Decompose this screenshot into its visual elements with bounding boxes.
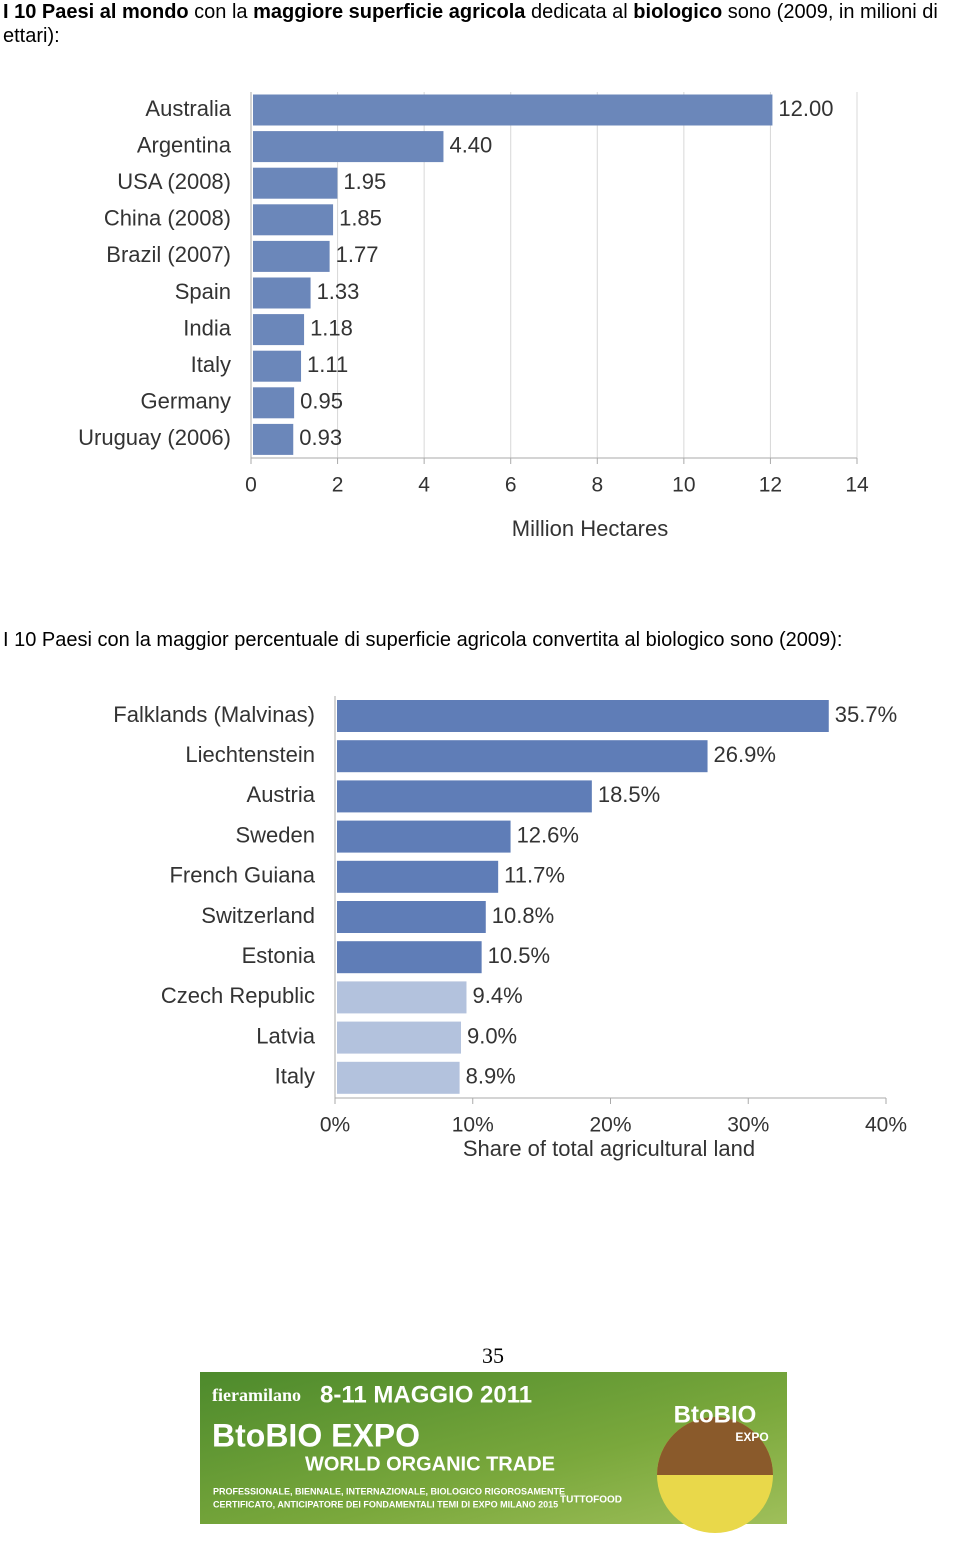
bar xyxy=(337,941,482,974)
bar xyxy=(253,350,302,382)
value-label: 1.33 xyxy=(317,279,360,304)
page-number: 35 xyxy=(482,1343,504,1368)
value-label: 1.95 xyxy=(343,169,386,194)
value-label: 11.7% xyxy=(504,863,565,888)
x-tick-label: 6 xyxy=(505,474,517,497)
category-label: Italy xyxy=(275,1064,315,1089)
category-label: Austria xyxy=(247,782,316,807)
value-label: 18.5% xyxy=(598,782,660,807)
category-label: Czech Republic xyxy=(161,983,315,1008)
bar xyxy=(337,1061,460,1094)
bar xyxy=(337,700,829,732)
value-label: 26.9% xyxy=(714,742,776,767)
bar xyxy=(253,314,305,346)
category-label: Falklands (Malvinas) xyxy=(113,702,315,727)
value-label: 10.5% xyxy=(488,943,550,968)
category-label: Spain xyxy=(175,279,231,304)
x-tick-label: 30% xyxy=(727,1114,769,1137)
bar xyxy=(253,387,295,419)
value-label: 9.4% xyxy=(472,983,522,1008)
x-tick-label: 8 xyxy=(591,474,603,497)
category-label: French Guiana xyxy=(169,863,315,888)
category-label: Uruguay (2006) xyxy=(78,425,231,450)
intro-segment: con la xyxy=(188,1,254,23)
banner-name: BtoBIO EXPO xyxy=(212,1417,420,1453)
category-label: Sweden xyxy=(235,822,315,847)
bar xyxy=(253,423,294,455)
x-tick-label: 40% xyxy=(865,1114,907,1137)
category-label: Germany xyxy=(141,389,231,414)
banner-tagline: WORLD ORGANIC TRADE xyxy=(305,1453,555,1475)
value-label: 0.93 xyxy=(299,425,342,450)
x-tick-label: 14 xyxy=(845,474,869,497)
bar xyxy=(253,204,334,236)
category-label: Estonia xyxy=(242,943,316,968)
bar xyxy=(337,860,499,893)
bar xyxy=(337,820,511,853)
x-tick-label: 0% xyxy=(320,1114,350,1137)
value-label: 9.0% xyxy=(467,1023,517,1048)
intro-segment: biologico xyxy=(633,1,723,23)
x-tick-label: 2 xyxy=(332,474,344,497)
second-intro: I 10 Paesi con la maggior percentuale di… xyxy=(3,629,843,651)
category-label: Italy xyxy=(191,352,231,377)
banner-dates: 8-11 MAGGIO 2011 xyxy=(320,1381,532,1408)
intro-segment: dedicata al xyxy=(525,1,634,23)
x-axis-label: Share of total agricultural land xyxy=(463,1136,755,1161)
value-label: 4.40 xyxy=(449,132,492,157)
value-label: 1.77 xyxy=(336,242,379,267)
x-tick-label: 10% xyxy=(452,1114,494,1137)
bar xyxy=(253,240,330,272)
value-label: 1.85 xyxy=(339,206,382,231)
intro-segment: I 10 Paesi al mondo xyxy=(3,1,189,23)
value-label: 10.8% xyxy=(492,903,554,928)
x-axis-label: Million Hectares xyxy=(512,516,669,541)
category-label: Switzerland xyxy=(201,903,315,928)
category-label: China (2008) xyxy=(104,206,231,231)
category-label: India xyxy=(183,315,231,340)
x-tick-label: 0 xyxy=(245,474,257,497)
intro-segment: maggiore superficie agricola xyxy=(253,1,526,23)
x-tick-label: 20% xyxy=(589,1114,631,1137)
x-tick-label: 10 xyxy=(672,474,695,497)
category-label: Brazil (2007) xyxy=(106,242,231,267)
bar xyxy=(337,901,486,933)
banner-partner: TUTTOFOOD xyxy=(560,1495,622,1506)
category-label: Liechtenstein xyxy=(185,742,315,767)
bar xyxy=(337,780,592,813)
banner: fieramilano 8-11 MAGGIO 2011 BtoBIO EXPO… xyxy=(200,1372,787,1533)
value-label: 35.7% xyxy=(835,702,897,727)
bar xyxy=(253,94,773,126)
banner-venue: fieramilano xyxy=(212,1385,301,1405)
banner-description: CERTIFICATO, ANTICIPATORE DEI FONDAMENTA… xyxy=(213,1499,558,1509)
category-label: USA (2008) xyxy=(117,169,231,194)
value-label: 0.95 xyxy=(300,389,343,414)
logo-sub: EXPO xyxy=(735,1430,768,1444)
bar xyxy=(337,1021,461,1054)
value-label: 1.11 xyxy=(307,352,348,377)
logo-half xyxy=(657,1417,773,1475)
bar xyxy=(253,167,338,199)
intro-paragraph: I 10 Paesi al mondo con la maggiore supe… xyxy=(3,0,960,48)
value-label: 12.6% xyxy=(517,822,579,847)
bar xyxy=(253,131,444,163)
category-label: Latvia xyxy=(256,1023,315,1048)
value-label: 1.18 xyxy=(310,315,353,340)
value-label: 12.00 xyxy=(778,96,833,121)
bar xyxy=(337,981,467,1014)
bar xyxy=(337,740,708,773)
x-tick-label: 4 xyxy=(418,474,430,497)
bar xyxy=(253,277,311,309)
category-label: Argentina xyxy=(137,132,232,157)
category-label: Australia xyxy=(145,96,231,121)
intro-segment: sono (2009, in milioni di ettari): xyxy=(3,1,938,47)
banner-description: PROFESSIONALE, BIENNALE, INTERNAZIONALE,… xyxy=(213,1486,565,1496)
logo-text: BtoBIO xyxy=(674,1401,757,1428)
x-tick-label: 12 xyxy=(759,474,782,497)
value-label: 8.9% xyxy=(466,1064,516,1089)
